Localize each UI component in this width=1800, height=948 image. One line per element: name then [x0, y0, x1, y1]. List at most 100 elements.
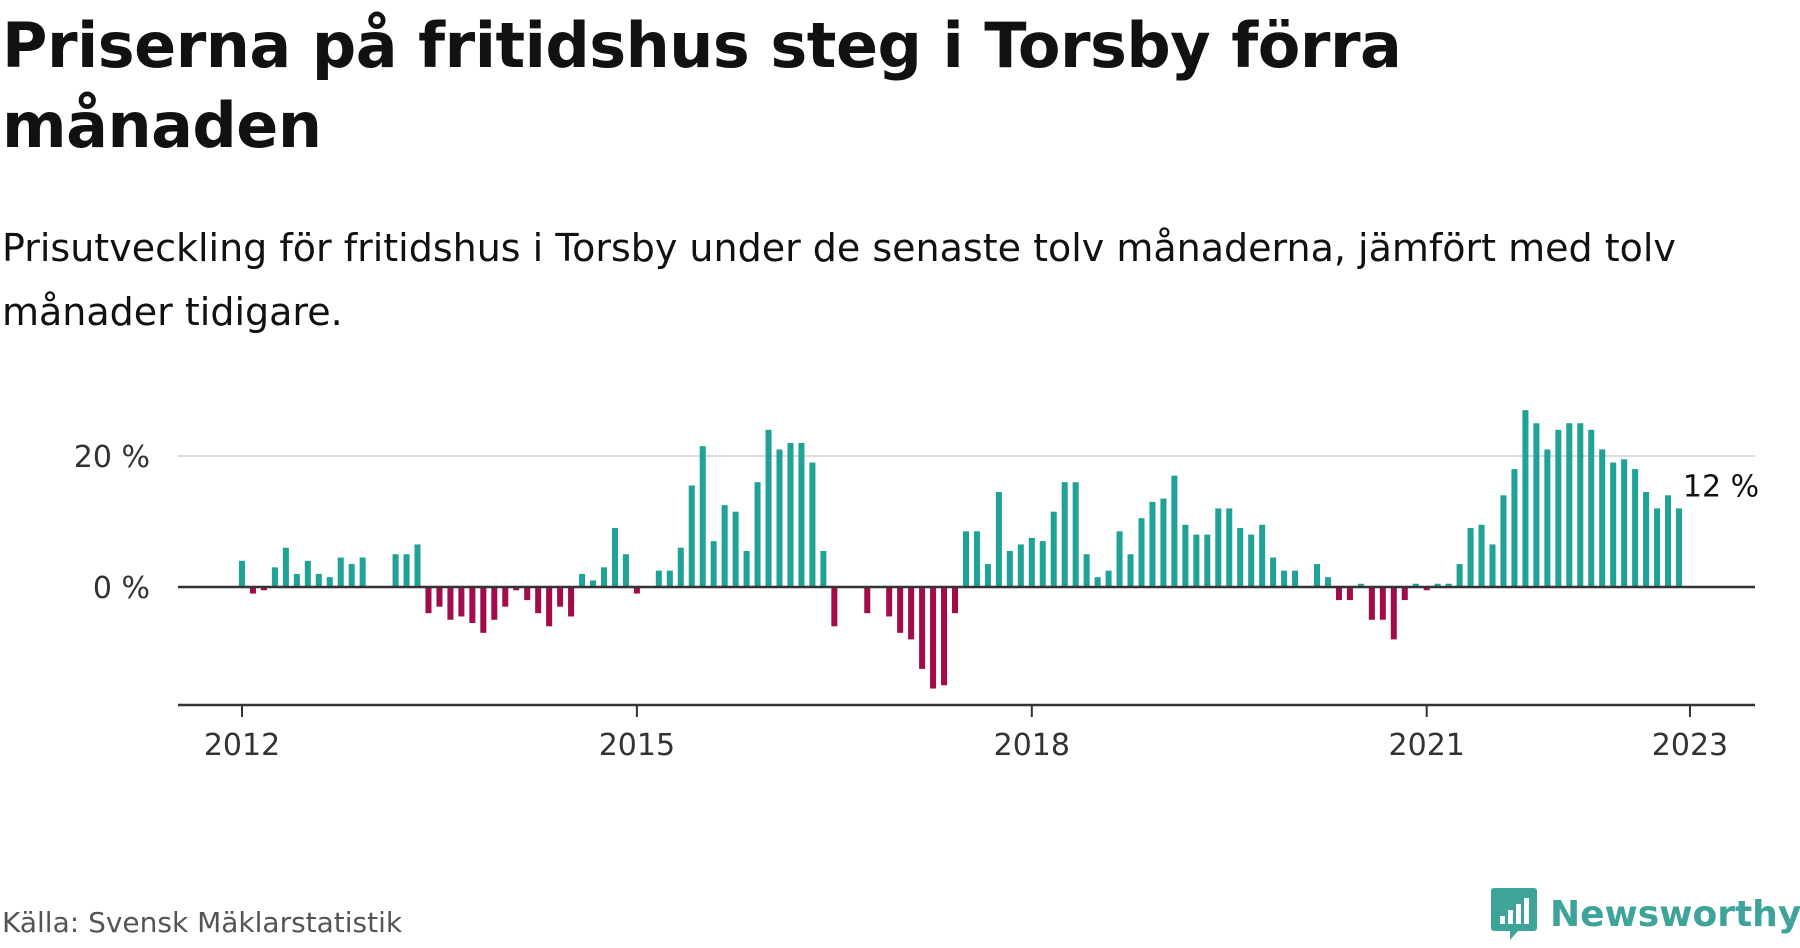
bar: [1116, 531, 1123, 587]
x-tick-label: 2021: [1389, 728, 1465, 763]
bar: [469, 587, 476, 624]
bar: [962, 531, 969, 587]
bar: [973, 531, 980, 587]
bar: [568, 587, 575, 617]
bar: [425, 587, 432, 614]
bar: [1039, 541, 1046, 587]
x-tick-label: 2018: [994, 728, 1070, 763]
bar: [1171, 475, 1178, 587]
bar: [1478, 524, 1485, 588]
bar: [238, 560, 246, 587]
bar: [348, 564, 355, 587]
bar: [765, 429, 772, 587]
bar: [1621, 459, 1628, 587]
bar: [1379, 587, 1386, 620]
bar: [897, 587, 904, 633]
bar: [1434, 583, 1441, 587]
bar: [1500, 495, 1507, 587]
bar: [754, 482, 761, 587]
page-subtitle: Prisutveckling för fritidshus i Torsby u…: [2, 226, 1676, 334]
bar: [984, 564, 991, 587]
bar: [1555, 429, 1562, 587]
bar: [1324, 577, 1331, 587]
bar: [480, 587, 487, 633]
bar: [403, 554, 410, 587]
bar: [458, 587, 465, 617]
bar: [1050, 511, 1057, 588]
bar: [1138, 518, 1145, 587]
bar: [1215, 508, 1222, 587]
bar: [1467, 528, 1474, 587]
bar: [1533, 423, 1540, 587]
bar: [414, 544, 421, 587]
bar: [1577, 423, 1584, 587]
bar: [1423, 587, 1430, 591]
bar: [1599, 449, 1606, 587]
bar: [622, 554, 629, 587]
bar: [1061, 482, 1068, 587]
bar: [502, 587, 509, 607]
bar: [1072, 482, 1079, 587]
bar: [721, 505, 728, 588]
bar: [952, 587, 959, 614]
bar: [1028, 537, 1035, 588]
bar: [1281, 570, 1288, 588]
bar: [809, 462, 816, 587]
bar: [919, 587, 926, 669]
bar: [776, 449, 783, 587]
bar: [655, 570, 662, 588]
bar: [546, 587, 553, 627]
bar: [995, 492, 1002, 587]
bar: [611, 528, 618, 587]
bar: [1160, 498, 1167, 587]
bar: [271, 567, 278, 587]
bar: [1292, 570, 1299, 588]
bar: [831, 587, 838, 627]
bar: [1588, 429, 1595, 587]
bar: [513, 587, 520, 591]
bar: [677, 547, 684, 587]
x-tick-label: 2023: [1652, 728, 1728, 763]
bar: [1610, 462, 1617, 587]
bar: [1412, 583, 1419, 587]
bar: [688, 485, 695, 587]
bar: [1665, 495, 1672, 587]
bar: [1006, 550, 1013, 587]
bar: [436, 587, 443, 607]
bar: [699, 446, 706, 587]
bar: [1643, 492, 1650, 587]
bar: [743, 550, 750, 587]
bar: [491, 587, 498, 620]
bar: [1149, 501, 1156, 587]
bar: [535, 587, 542, 614]
bar: [1083, 554, 1090, 587]
bar: [600, 567, 608, 587]
bar: [1237, 528, 1244, 587]
bar: [1259, 524, 1266, 588]
bar: [1357, 583, 1364, 587]
bar: [1522, 410, 1529, 587]
bar: [524, 587, 531, 601]
bar: [1313, 564, 1321, 587]
bar: [260, 587, 267, 591]
x-tick-label: 2012: [204, 728, 280, 763]
bar: [337, 557, 344, 587]
bar: [557, 587, 564, 607]
newsworthy-logo-icon: [1491, 888, 1537, 940]
bar: [326, 577, 333, 587]
bar: [1248, 534, 1255, 587]
bar: [1489, 544, 1496, 587]
bar: [1335, 587, 1342, 601]
bar: [315, 573, 322, 587]
brand-logo[interactable]: Newsworthy: [1490, 883, 1800, 945]
bar: [1390, 587, 1397, 640]
bar: [908, 587, 915, 640]
bar: [1193, 534, 1200, 587]
bar: [293, 573, 300, 587]
bar: [820, 550, 827, 587]
bar: [392, 554, 399, 587]
bar: [864, 587, 871, 614]
bar: [590, 580, 597, 587]
last-value-label: 12 %: [1683, 469, 1759, 504]
source-note: Källa: Svensk Mäklarstatistik: [2, 906, 403, 939]
